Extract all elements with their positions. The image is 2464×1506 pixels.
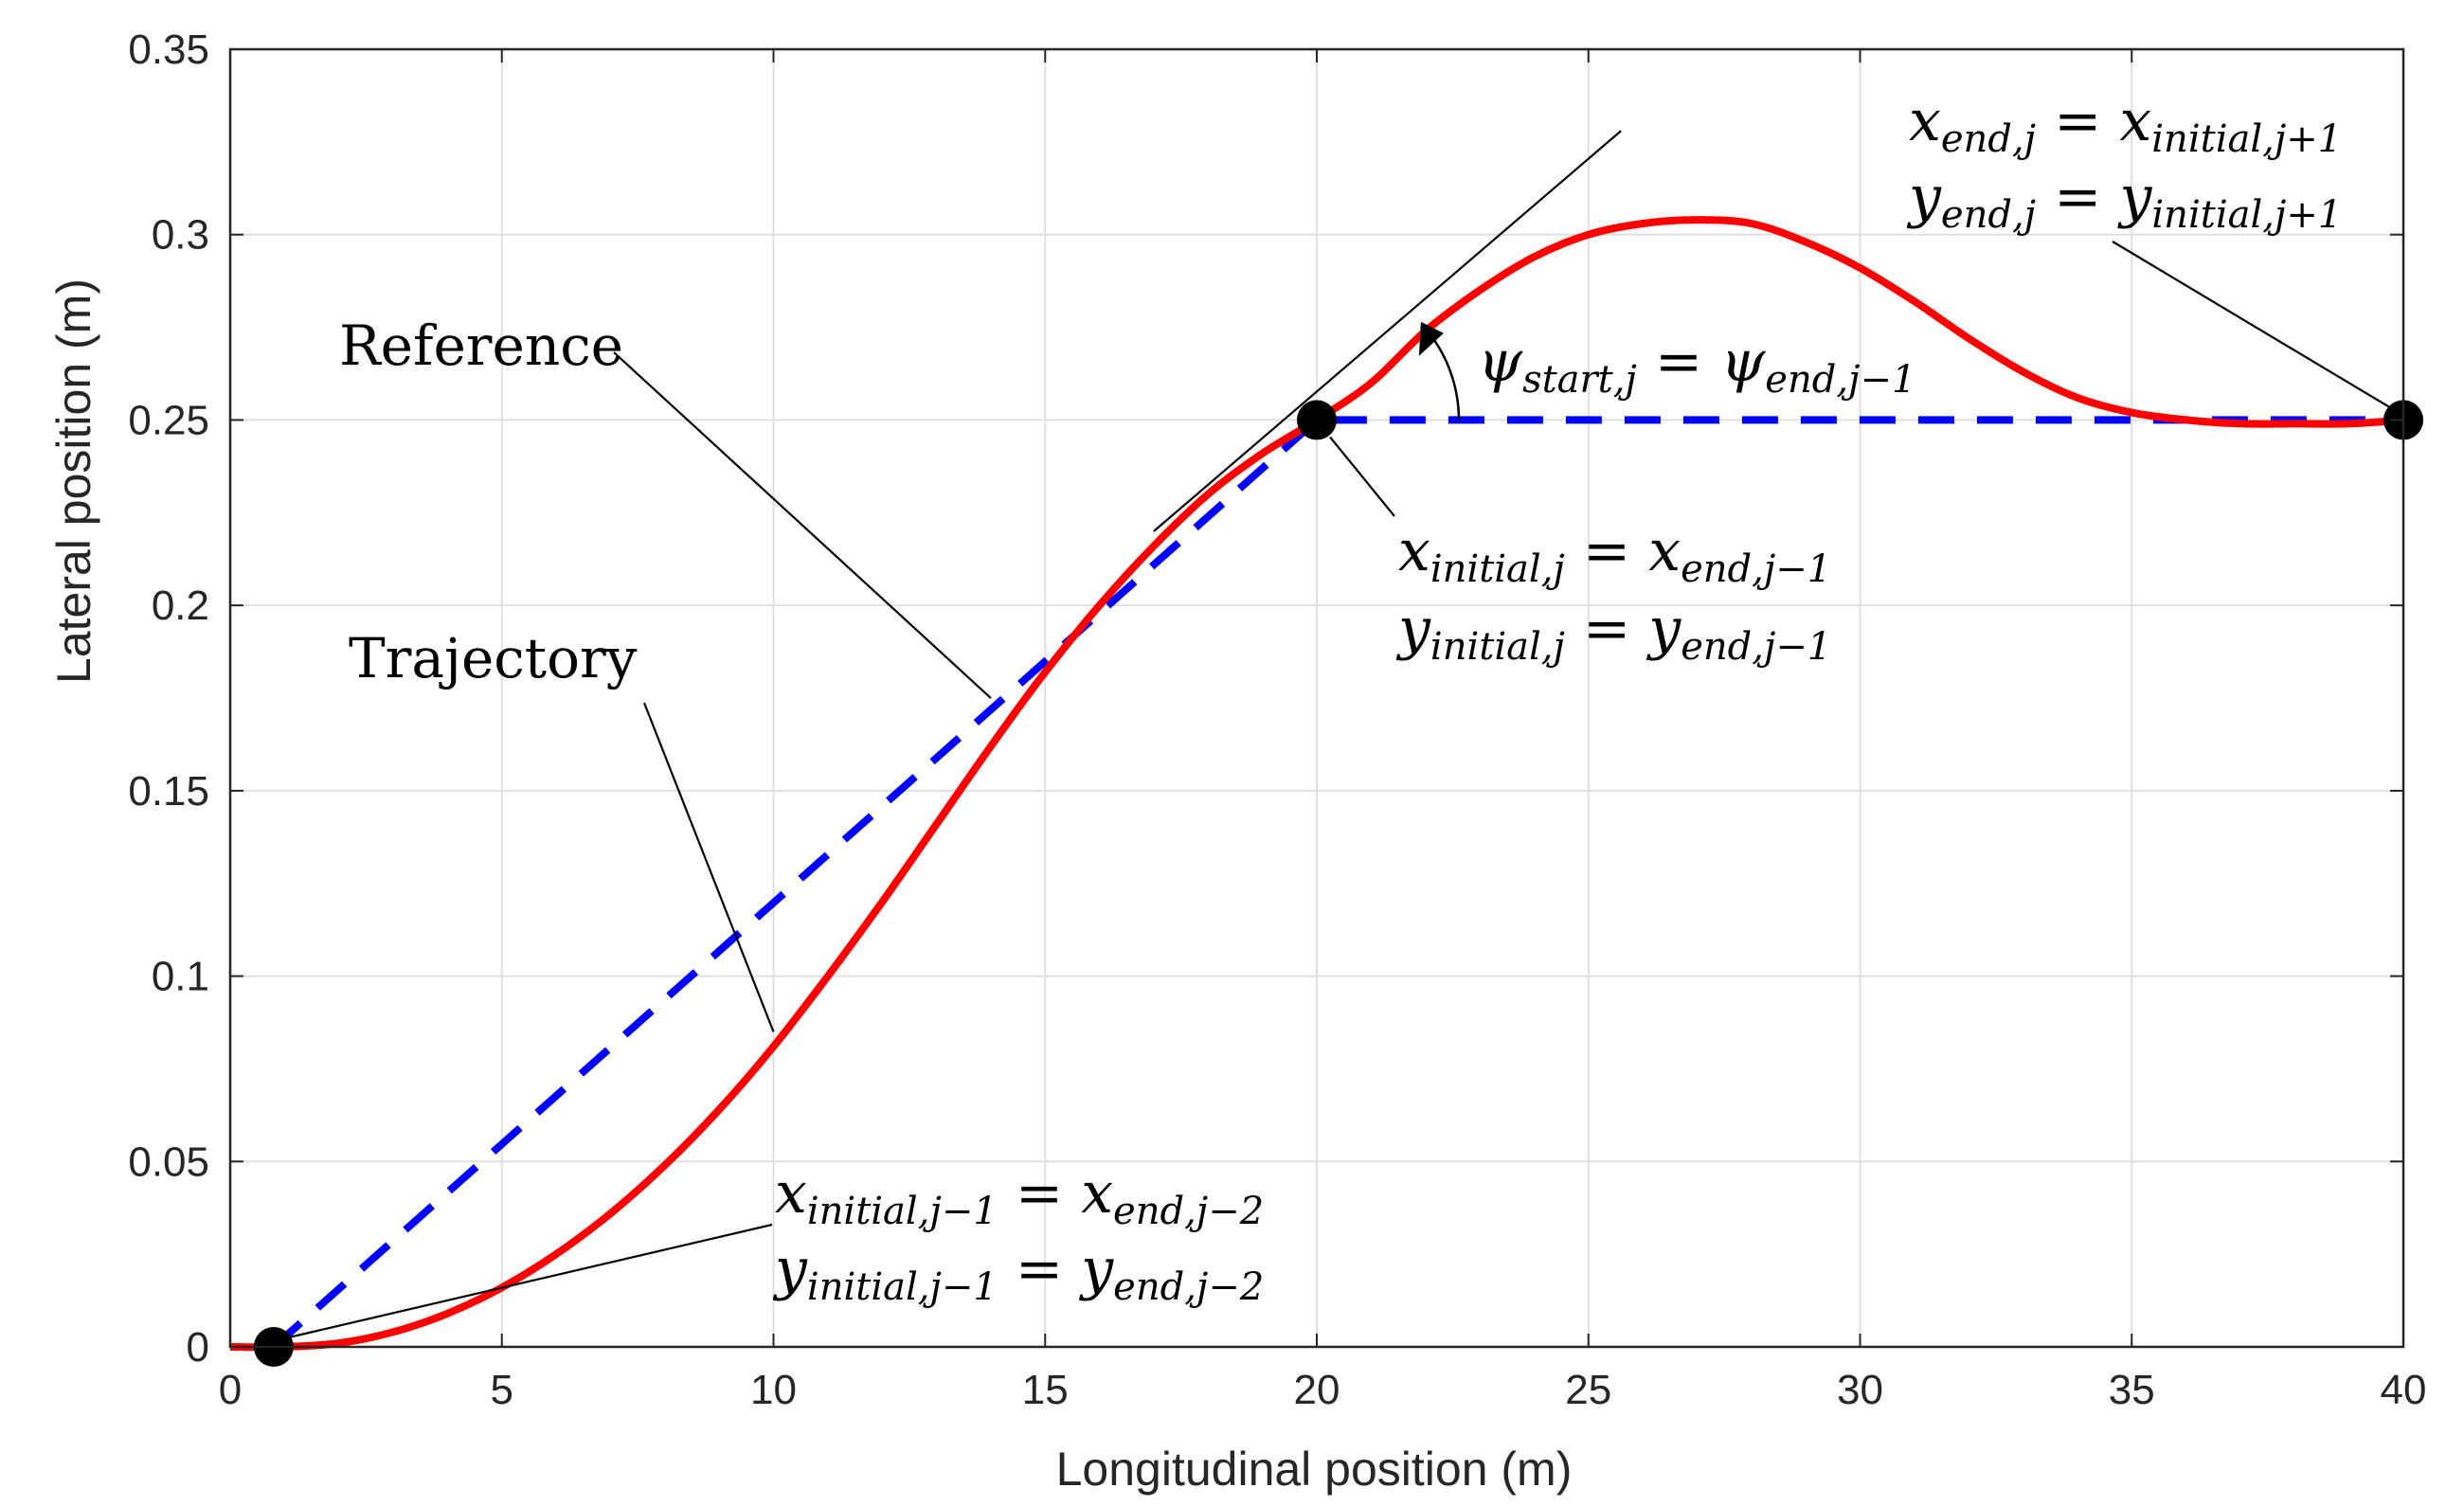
annotation-jplus-line: xend,j = xinitial,j+1	[1909, 88, 2342, 161]
x-tick-label: 35	[2109, 1367, 2155, 1413]
series-trajectory	[229, 216, 2404, 1352]
x-tick-label: 0	[219, 1367, 242, 1413]
annotation-jplus-line: yend,j = yinitial,j+1	[1906, 164, 2342, 237]
x-axis-label: Longitudinal position (m)	[1056, 1443, 1573, 1496]
y-tick-label: 0.05	[128, 1138, 209, 1185]
axes-box	[228, 47, 2405, 1349]
y-tick-label: 0.2	[152, 583, 209, 629]
annotation-j-pointer	[1329, 436, 1395, 517]
annotation-jplus-pointer	[2112, 241, 2393, 410]
heading-angle-arrowhead	[1418, 321, 1444, 356]
axes	[228, 47, 2405, 1349]
x-tick-label: 30	[1837, 1367, 1883, 1413]
tangent-line	[1153, 130, 1622, 532]
annotation-psi-line: ψstart,j = ψend,j−1	[1478, 329, 1915, 402]
annotation-reference-pointer	[613, 351, 992, 699]
y-tick-label: 0.25	[128, 397, 209, 443]
x-tick-label: 25	[1565, 1367, 1611, 1413]
x-tick-label: 15	[1022, 1367, 1069, 1413]
x-tick-label: 20	[1294, 1367, 1340, 1413]
annotation-j-line: yinitial,j = yend,j−1	[1395, 596, 1831, 669]
x-tick-label: 40	[2381, 1367, 2427, 1413]
y-tick-label: 0.3	[152, 212, 209, 259]
node-marker	[1297, 400, 1337, 440]
x-tick-label: 5	[491, 1367, 513, 1413]
y-tick-label: 0.35	[128, 27, 209, 73]
annotations-layer: Reference Trajectory ψstart,j = ψend,j−1 xi…	[288, 88, 2393, 1339]
tick-labels: 0 5 10 15 20 25 30 35 40 0 0.05 0.1 0.15 0.2 0.25 0.3 0.…	[128, 27, 2426, 1413]
annotation-trajectory-line: Trajectory	[349, 626, 638, 690]
y-tick-label: 0	[187, 1324, 209, 1371]
x-tick-label: 10	[750, 1367, 797, 1413]
y-tick-label: 0.1	[152, 954, 209, 1000]
annotation-jminus-pointer	[288, 1223, 773, 1339]
series-layer	[229, 130, 2404, 1352]
annotation-jminus-line: yinitial,j−1 = yend,j−2	[772, 1236, 1264, 1309]
annotation-reference-line: Reference	[339, 314, 623, 378]
series-reference	[271, 416, 2403, 1350]
annotation-trajectory-pointer	[642, 702, 775, 1032]
y-tick-label: 0.15	[128, 768, 209, 815]
y-axis-label: Lateral position (m)	[47, 278, 100, 684]
annotation-j-line: xinitial,j = xend,j−1	[1398, 518, 1831, 591]
annotation-jminus-line: xinitial,j−1 = xend,j−2	[775, 1160, 1264, 1233]
